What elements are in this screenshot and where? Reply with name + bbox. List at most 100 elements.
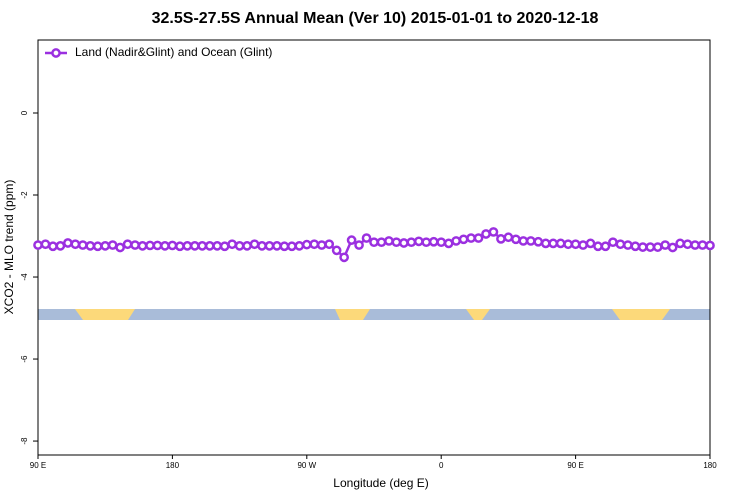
- data-point: [384, 236, 394, 246]
- data-point: [294, 241, 305, 251]
- data-point: [361, 233, 372, 243]
- data-point: [406, 237, 417, 248]
- x-tick-label: 90 W: [297, 461, 316, 470]
- data-point: [227, 239, 237, 250]
- data-point: [264, 241, 275, 251]
- data-point: [48, 241, 58, 252]
- data-point: [428, 236, 439, 247]
- data-point: [570, 239, 581, 250]
- data-point: [55, 241, 66, 251]
- land-ocean-band: [38, 309, 710, 320]
- data-point: [331, 245, 342, 256]
- land-patch: [335, 309, 370, 320]
- data-point: [257, 241, 267, 251]
- data-point: [324, 239, 335, 250]
- data-point: [130, 240, 140, 250]
- data-point: [675, 238, 685, 249]
- legend-label: Land (Nadir&Glint) and Ocean (Glint): [75, 45, 272, 59]
- data-point: [645, 242, 656, 252]
- data-point: [458, 234, 469, 245]
- data-point: [705, 240, 715, 251]
- land-patch: [466, 309, 490, 320]
- x-axis-label: Longitude (deg E): [333, 476, 428, 490]
- data-point: [585, 238, 596, 249]
- data-point: [33, 240, 43, 250]
- data-point: [197, 241, 208, 251]
- data-point: [593, 241, 603, 252]
- data-point: [533, 236, 544, 247]
- y-axis-label: XCO2 - MLO trend (ppm): [2, 180, 16, 315]
- data-point: [451, 236, 461, 246]
- data-point: [182, 241, 193, 251]
- data-point: [301, 239, 312, 250]
- x-tick-label: 90 E: [567, 461, 583, 470]
- land-patch: [75, 309, 135, 320]
- data-point: [354, 240, 364, 250]
- data-point: [137, 241, 148, 251]
- y-tick-label: -8: [20, 437, 29, 445]
- data-point: [242, 241, 252, 251]
- x-tick-label: 180: [703, 461, 717, 470]
- data-point: [107, 240, 118, 250]
- data-point: [697, 240, 708, 250]
- data-point: [85, 241, 96, 251]
- data-point: [92, 241, 103, 252]
- x-tick-label: 0: [439, 461, 444, 470]
- data-point: [682, 239, 693, 250]
- data-point: [637, 242, 648, 252]
- legend-marker: [51, 48, 61, 58]
- data-point: [316, 240, 327, 250]
- data-point: [578, 240, 588, 250]
- data-point: [145, 240, 155, 251]
- data-point: [279, 241, 290, 252]
- data-point: [160, 241, 170, 251]
- y-tick-label: 0: [20, 110, 29, 115]
- data-point: [690, 240, 700, 250]
- data-point: [369, 237, 379, 248]
- data-point: [249, 239, 260, 250]
- data-point: [473, 233, 484, 243]
- data-point: [115, 242, 125, 253]
- data-point: [511, 234, 521, 245]
- data-point: [540, 238, 551, 249]
- data-point: [189, 241, 200, 251]
- data-point: [77, 240, 88, 250]
- data-point: [615, 239, 626, 250]
- data-point: [346, 235, 357, 245]
- data-point: [630, 241, 641, 252]
- data-point: [503, 232, 514, 243]
- data-point: [175, 241, 185, 252]
- x-tick-label: 180: [166, 461, 180, 470]
- data-point: [376, 237, 387, 248]
- data-point: [339, 252, 349, 263]
- data-point: [652, 242, 663, 252]
- data-point: [63, 238, 73, 248]
- data-point: [287, 241, 297, 252]
- data-point: [660, 240, 671, 250]
- data-point: [70, 239, 81, 250]
- data-point: [152, 240, 163, 251]
- data-point: [525, 236, 536, 246]
- data-point: [667, 242, 678, 253]
- data-point: [555, 238, 566, 249]
- data-point: [608, 237, 618, 248]
- data-point: [309, 239, 320, 250]
- data-point: [122, 239, 133, 250]
- data-point: [481, 229, 491, 239]
- data-point: [167, 240, 178, 251]
- x-tick-label: 90 E: [30, 461, 46, 470]
- data-point: [466, 233, 476, 243]
- data-point: [272, 241, 282, 251]
- y-tick-label: -2: [20, 191, 29, 199]
- data-point: [219, 241, 230, 252]
- data-point: [212, 241, 223, 251]
- data-point: [40, 239, 51, 250]
- data-point: [204, 241, 215, 251]
- data-point: [443, 238, 454, 249]
- data-point: [600, 241, 611, 252]
- ocean-band: [38, 309, 710, 320]
- y-tick-label: -6: [20, 355, 29, 363]
- data-point: [496, 234, 506, 244]
